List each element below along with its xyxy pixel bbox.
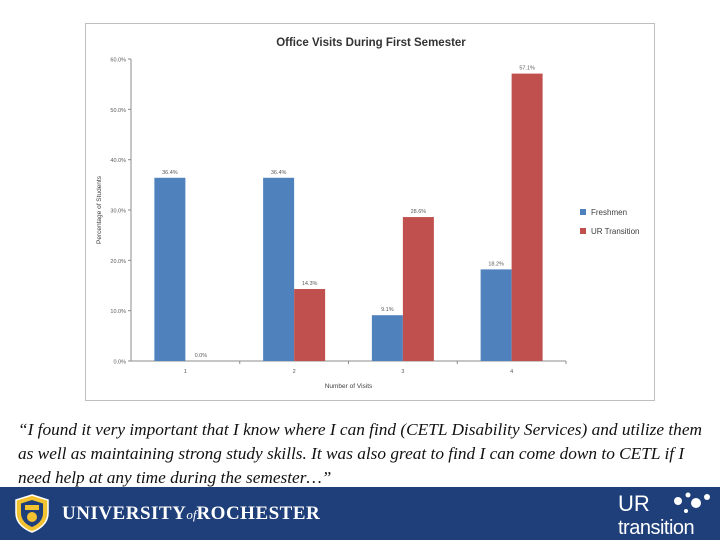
legend-swatch (580, 228, 586, 234)
logo-dot-icon (685, 492, 691, 498)
x-tick-label: 2 (293, 369, 296, 375)
legend-swatch (580, 209, 586, 215)
bar-freshmen (480, 269, 512, 361)
logo-dot-icon (684, 509, 688, 513)
x-tick-label: 1 (184, 369, 187, 375)
y-tick-label: 50.0% (110, 108, 126, 114)
bar-freshmen (371, 315, 403, 361)
university-name-part: ROCHESTER (196, 503, 321, 524)
logo-dot-icon (674, 497, 682, 505)
y-tick-label: 30.0% (110, 209, 126, 215)
chart-title: Office Visits During First Semester (276, 37, 466, 49)
y-axis-label: Percentage of Students (96, 175, 103, 244)
y-tick-label: 60.0% (110, 58, 126, 64)
bar-ur-transition (402, 217, 434, 361)
data-label: 36.4% (162, 170, 178, 176)
footer-bar: UNIVERSITYofROCHESTER UR transition (0, 487, 720, 540)
y-tick-label: 0.0% (113, 360, 126, 366)
university-name: UNIVERSITYofROCHESTER (62, 503, 320, 525)
ur-transition-logo: UR transition (618, 491, 710, 539)
data-label: 36.4% (271, 170, 287, 176)
x-tick-label: 3 (401, 369, 404, 375)
bar-chart: Office Visits During First Semester 0.0% 1… (96, 37, 639, 390)
logo-dot-icon (704, 494, 710, 500)
bar-ur-transition (511, 73, 543, 361)
x-axis-label: Number of Visits (325, 383, 373, 390)
data-label: 18.2% (488, 261, 504, 267)
y-tick-label: 20.0% (110, 259, 126, 265)
y-tick-label: 40.0% (110, 158, 126, 164)
university-name-of: of (186, 507, 197, 522)
logo-dot-icon (691, 498, 701, 508)
university-seal-icon (15, 494, 49, 533)
student-quote: “I found it very important that I know w… (18, 420, 702, 487)
data-label: 57.1% (519, 66, 535, 72)
data-label: 9.1% (381, 307, 394, 313)
ur-logo-line1: UR (618, 491, 650, 516)
university-name-part: UNIVERSITY (62, 503, 187, 524)
data-label: 28.6% (411, 209, 427, 215)
y-tick-label: 10.0% (110, 309, 126, 315)
ur-logo-line2: transition (618, 517, 694, 539)
legend-label: UR Transition (591, 227, 639, 236)
data-label: 14.3% (302, 281, 318, 287)
chart-frame: Office Visits During First Semester 0.0% 1… (85, 23, 655, 401)
bar-ur-transition (294, 289, 326, 361)
bar-freshmen (154, 177, 186, 361)
data-label: 0.0% (195, 353, 208, 359)
x-tick-label: 4 (510, 369, 513, 375)
legend-label: Freshmen (591, 208, 627, 217)
bar-freshmen (263, 177, 295, 361)
